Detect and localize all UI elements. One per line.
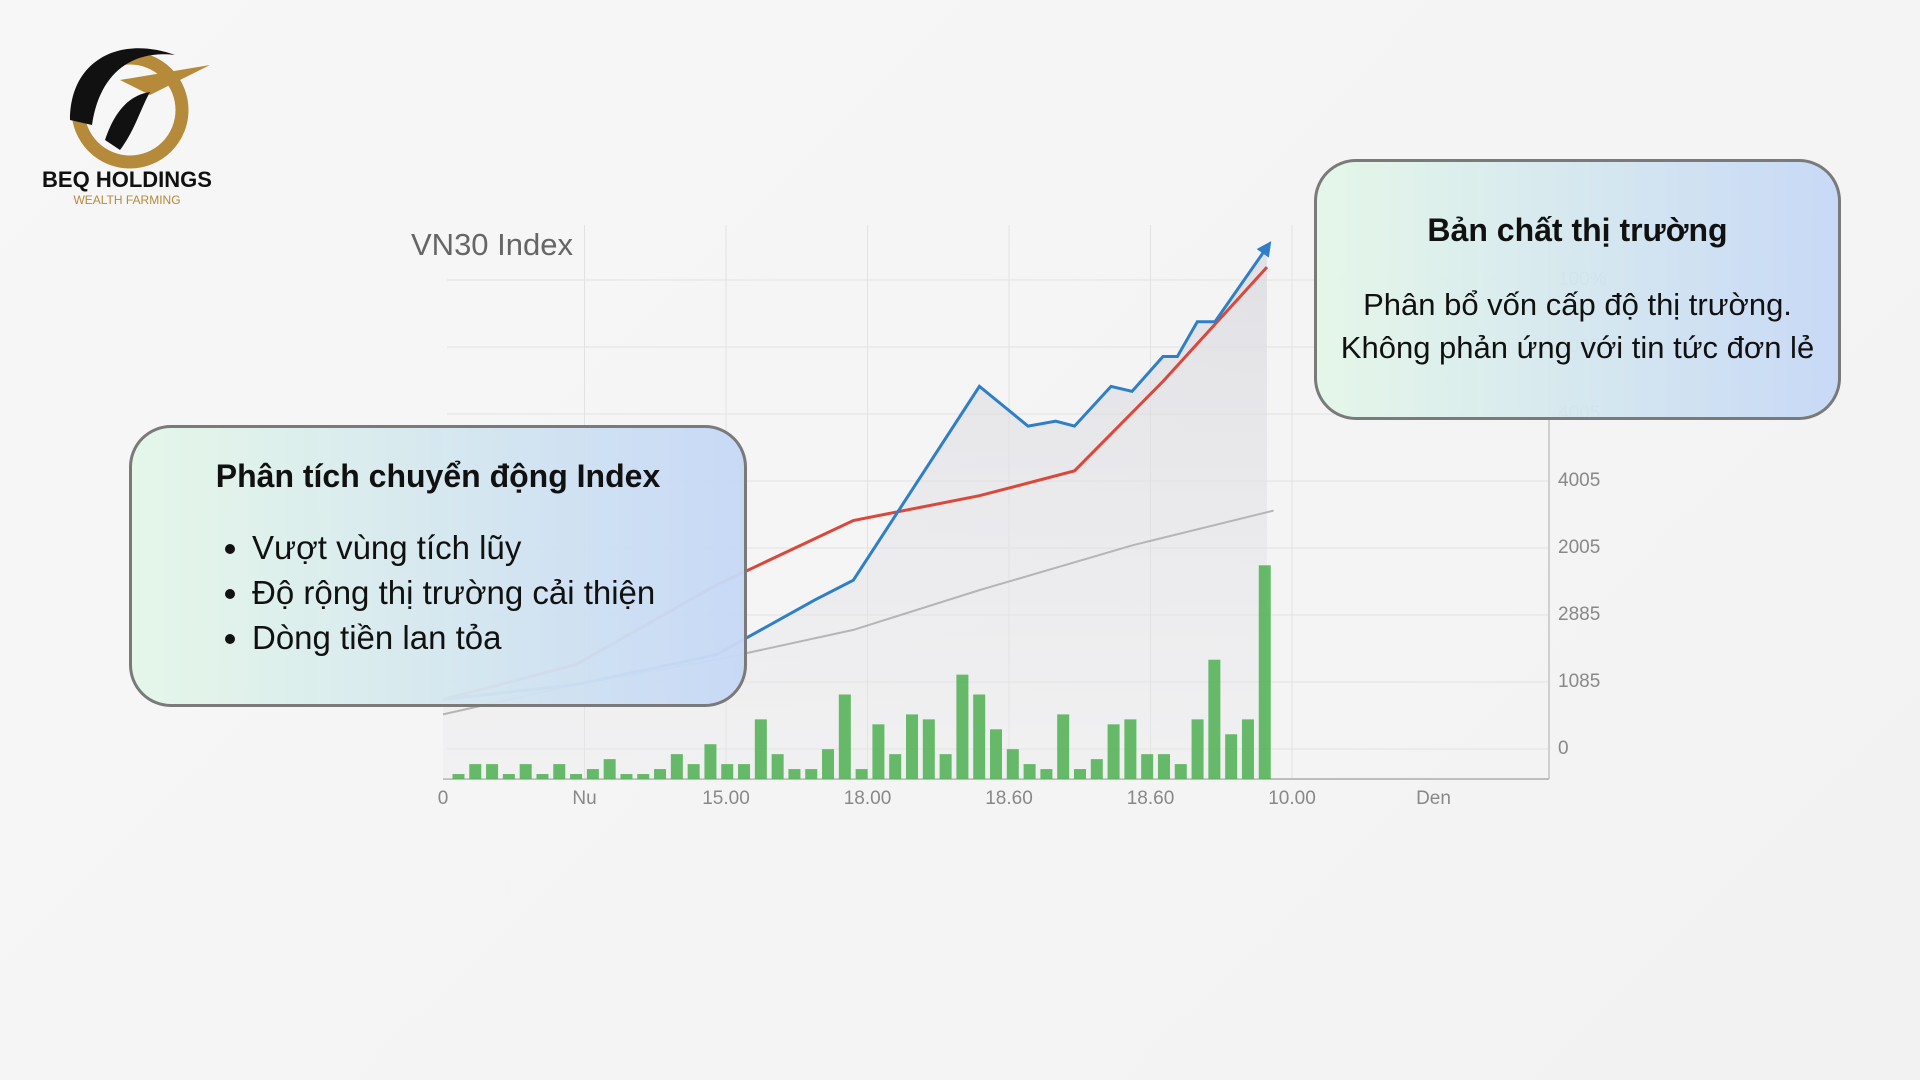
volume-bar [1057,714,1070,779]
volume-bar [553,764,566,779]
volume-bar [1006,749,1019,779]
volume-bar [838,694,851,779]
volume-bar [570,774,583,779]
y-tick-label: 2005 [1558,537,1600,558]
volume-bar [1208,659,1221,779]
logo-name: BEQ HOLDINGS [42,167,212,192]
volume-bar [603,759,616,779]
x-tick-label: Den [1416,788,1451,809]
volume-bar [1090,759,1103,779]
volume-bar [721,764,734,779]
volume-bar [973,694,986,779]
area-fill [443,247,1267,779]
volume-bar [704,744,717,779]
x-tick-label: 18.60 [985,788,1033,809]
volume-bar [738,764,751,779]
line-series [442,241,1272,701]
x-tick-label: 10.00 [1268,788,1316,809]
volume-bar [1023,764,1036,779]
volume-bar [1141,754,1154,779]
bullet: Vượt vùng tích lũy [252,525,744,570]
y-tick-label: 2885 [1558,604,1600,625]
logo-mark [70,48,210,169]
volume-bar [1191,719,1204,779]
x-tick-label: 0 [438,788,449,809]
callout-line: Phân bổ vốn cấp độ thị trường. [1363,287,1792,322]
volume-bar [754,719,767,779]
volume-bar [620,774,633,779]
volume-bar [670,754,683,779]
volume-bar [637,774,650,779]
x-tick-label: 18.60 [1127,788,1175,809]
volume-bar [771,754,784,779]
volume-bar [1107,724,1120,779]
x-tick-label: 18.00 [844,788,892,809]
volume-bar [822,749,835,779]
volume-bar [486,764,499,779]
volume-bar [586,769,599,779]
volume-bar [1258,565,1271,779]
bullet: Dòng tiền lan tỏa [252,615,744,660]
bullet: Độ rộng thị trường cải thiện [252,570,744,615]
volume-bar [788,769,801,779]
volume-bar [855,769,868,779]
volume-bar [687,764,700,779]
volume-bar [1225,734,1238,779]
callout-title: Bản chất thị trường [1427,212,1728,248]
volume-bar [1073,769,1086,779]
volume-bar [1174,764,1187,779]
volume-bar [469,764,482,779]
callout-left: Phân tích chuyển động Index Vượt vùng tí… [129,425,747,707]
chart-title: VN30 Index [411,227,573,262]
callout-line: Không phản ứng với tin tức đơn lẻ [1340,330,1815,365]
volume-bar [990,729,1002,779]
x-tick-label: 15.00 [702,788,750,809]
volume-bar [872,724,885,779]
volume-bar [805,769,818,779]
callout-right: Bản chất thị trường Phân bổ vốn cấp độ t… [1314,159,1841,420]
volume-bar [1241,719,1254,779]
y-tick-label: 1085 [1558,671,1600,692]
y-tick-label: 0 [1558,738,1569,759]
y-tick-label: 4005 [1558,470,1600,491]
logo-tagline: WEALTH FARMING [73,193,180,207]
volume-bar [502,774,515,779]
volume-bar [452,774,465,779]
volume-bar [1040,769,1053,779]
volume-bar [889,754,902,779]
volume-bar [922,719,935,779]
volume-bar [654,769,667,779]
volume-bar [536,774,549,779]
volume-bar [1124,719,1137,779]
callout-title: Phân tích chuyển động Index [215,458,661,494]
bullet-list: Vượt vùng tích lũy Độ rộng thị trường cả… [132,525,744,660]
volume-bar [906,714,919,779]
volume-bar [1157,754,1170,779]
volume-bar [939,754,952,779]
volume-bar [956,674,969,779]
volume-bar [519,764,532,779]
x-tick-label: Nu [572,788,596,809]
